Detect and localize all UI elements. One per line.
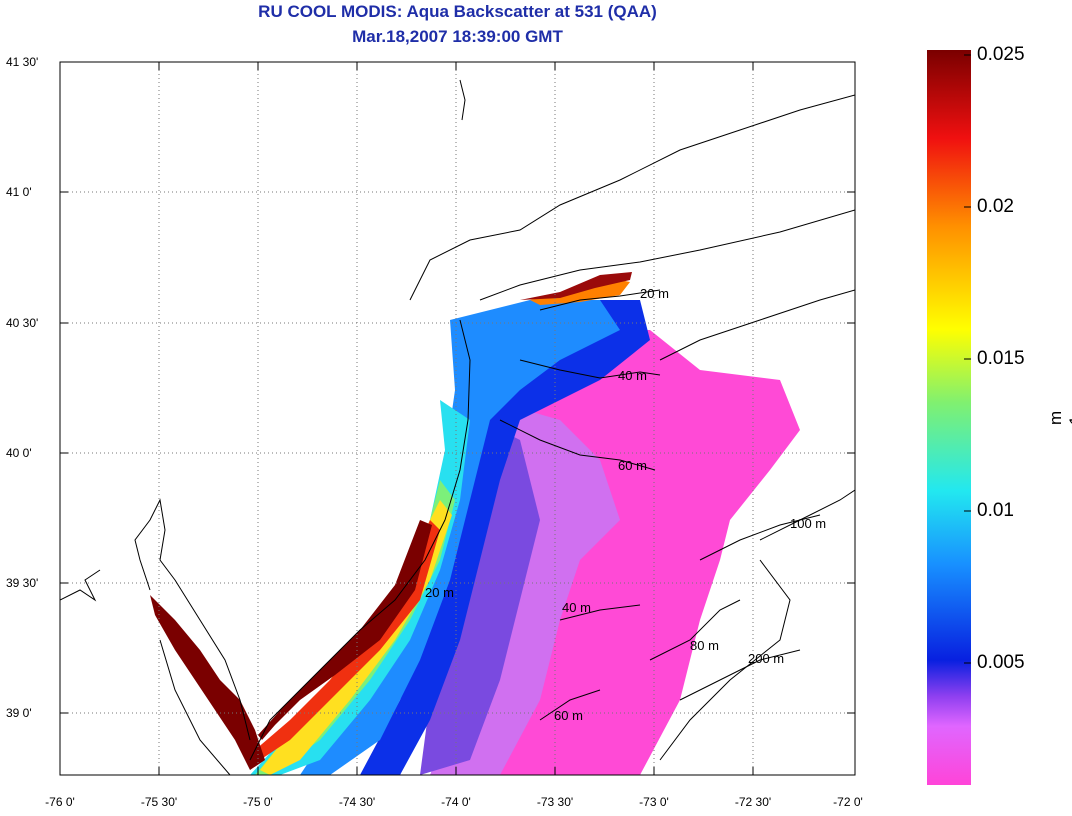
colorbar xyxy=(927,50,971,785)
x-tick-label: -73 30' xyxy=(536,795,574,809)
y-tick-label: 39 30' xyxy=(6,576,39,590)
map-title: RU COOL MODIS: Aqua Backscatter at 531 (… xyxy=(258,2,657,21)
y-tick-label: 41 0' xyxy=(6,185,32,199)
x-tick-label: -74 30' xyxy=(338,795,376,809)
y-tick-label: 41 30' xyxy=(6,55,39,69)
colorbar-tick-label: 0.005 xyxy=(977,652,1025,673)
graticule xyxy=(60,62,855,775)
x-tick-label: -72 0' xyxy=(833,795,863,809)
isobath-lines xyxy=(499,289,821,721)
isobath-label: 20 m xyxy=(640,286,669,301)
x-tick-label: -73 0' xyxy=(639,795,669,809)
isobath-label: 80 m xyxy=(690,638,719,653)
x-tick-label: -75 30' xyxy=(140,795,178,809)
x-tick-label: -72 30' xyxy=(734,795,772,809)
y-tick-label: 40 0' xyxy=(6,446,32,460)
colorbar-tick-label: 0.015 xyxy=(977,348,1025,369)
x-tick-label: -75 0' xyxy=(243,795,273,809)
isobath-labels: 20 m 40 m 60 m 100 m 20 m 40 m 60 m 80 m… xyxy=(425,286,826,723)
y-tick-label: 40 30' xyxy=(6,316,39,330)
colorbar-tick-label: 0.025 xyxy=(977,44,1025,65)
x-tick-label: -76 0' xyxy=(45,795,75,809)
isobath-label: 40 m xyxy=(618,368,647,383)
isobath-label: 60 m xyxy=(554,708,583,723)
y-tick-label: 39 0' xyxy=(6,706,32,720)
colorbar-tick-label: 0.01 xyxy=(977,500,1014,521)
axis-ticks xyxy=(60,61,855,775)
backscatter-field xyxy=(150,272,800,775)
coastline xyxy=(60,79,855,775)
map-frame xyxy=(59,61,856,776)
isobath-label: 20 m xyxy=(425,585,454,600)
x-tick-label: -74 0' xyxy=(441,795,471,809)
isobath-label: 40 m xyxy=(562,600,591,615)
colorbar-unit-label: m 1 xyxy=(1046,410,1072,425)
isobath-label: 100 m xyxy=(790,516,826,531)
colorbar-tick-label: 0.02 xyxy=(977,196,1014,217)
map-subtitle: Mar.18,2007 18:39:00 GMT xyxy=(352,27,563,46)
isobath-label: 60 m xyxy=(618,458,647,473)
isobath-label: 200 m xyxy=(748,651,784,666)
